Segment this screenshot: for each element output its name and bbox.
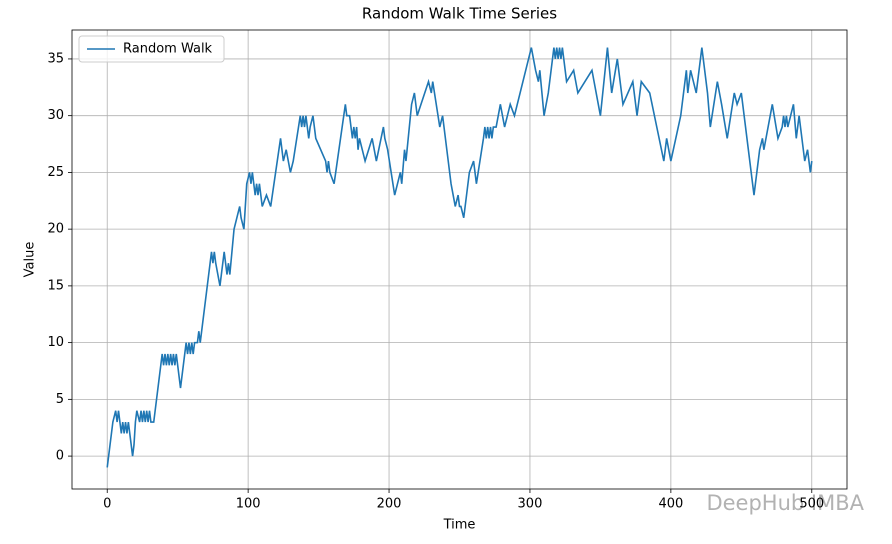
plot-frame bbox=[71, 29, 848, 490]
y-tick-label: 10 bbox=[47, 335, 64, 350]
y-tick-label: 5 bbox=[56, 392, 64, 407]
chart-title: Random Walk Time Series bbox=[362, 5, 557, 23]
x-tick-label: 100 bbox=[236, 497, 261, 512]
x-axis-label: Time bbox=[443, 518, 476, 533]
legend-label: Random Walk bbox=[123, 42, 213, 57]
y-tick-label: 25 bbox=[47, 165, 64, 180]
x-tick-label: 0 bbox=[103, 497, 111, 512]
y-tick-label: 15 bbox=[47, 278, 64, 293]
y-tick-label: 0 bbox=[56, 449, 64, 464]
y-tick-label: 20 bbox=[47, 222, 64, 237]
x-tick-label: 200 bbox=[377, 497, 402, 512]
watermark: DeepHub IMBA bbox=[706, 491, 864, 515]
legend-box bbox=[78, 35, 225, 63]
y-tick-label: 30 bbox=[47, 108, 64, 123]
series-line bbox=[106, 47, 813, 468]
y-tick-label: 35 bbox=[47, 51, 64, 66]
x-tick-label: 400 bbox=[658, 497, 683, 512]
y-axis-label: Value bbox=[23, 242, 38, 278]
x-tick-label: 500 bbox=[799, 497, 824, 512]
x-tick-label: 300 bbox=[518, 497, 543, 512]
